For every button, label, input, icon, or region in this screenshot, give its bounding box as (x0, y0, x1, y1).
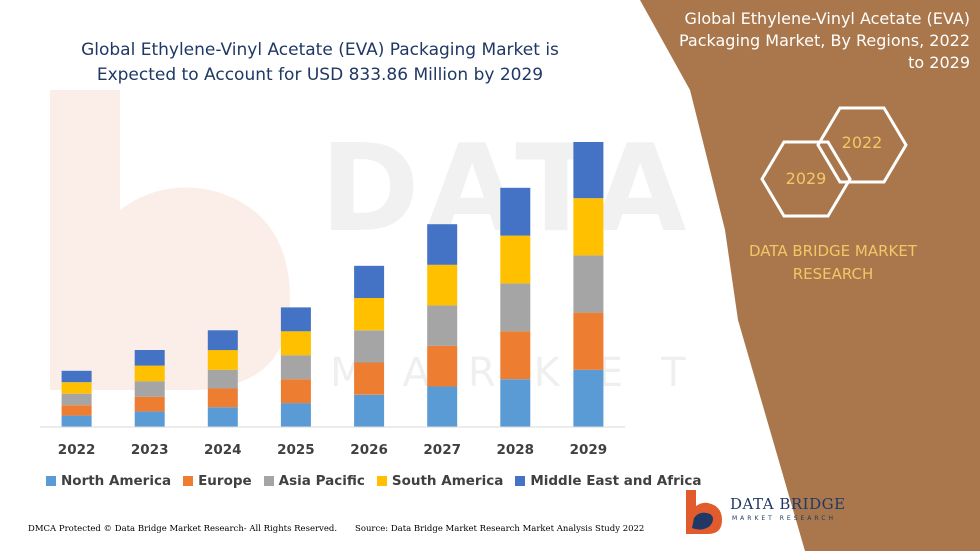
legend-label: Middle East and Africa (530, 473, 702, 489)
legend-item: Europe (183, 473, 252, 489)
x-tick-label: 2027 (423, 442, 461, 458)
x-tick-label: 2025 (277, 442, 315, 458)
chart-legend: North America Europe Asia Pacific South Ame… (46, 470, 702, 492)
bar-segment (354, 298, 385, 331)
logo-name: DATA BRIDGE (730, 495, 846, 513)
bar-segment (207, 350, 238, 370)
bar-segment (500, 331, 531, 380)
legend-swatch (515, 476, 526, 486)
bar-segment (427, 305, 458, 346)
bar-segment (573, 142, 604, 199)
bar-segment (573, 255, 604, 313)
logo-icon (686, 490, 722, 534)
bar-segment (134, 411, 165, 427)
legend-label: Europe (198, 473, 252, 489)
bar-segment (134, 396, 165, 412)
bar-segment (280, 355, 311, 380)
bar-segment (500, 235, 531, 284)
legend-item: South America (376, 473, 504, 489)
x-tick-label: 2023 (131, 442, 169, 458)
hexagon-2022 (816, 106, 908, 184)
bar-segment (61, 415, 92, 427)
copyright-notice: DMCA Protected © Data Bridge Market Rese… (28, 524, 338, 534)
bar-segment (280, 403, 311, 427)
bar-segment (134, 350, 165, 366)
bar-segment (427, 345, 458, 387)
bar-segment (207, 407, 238, 427)
bar-segment (573, 369, 604, 427)
bar-segment (427, 224, 458, 265)
x-tick-label: 2029 (570, 442, 608, 458)
x-tick-label: 2024 (204, 442, 242, 458)
brand-text: DATA BRIDGE MARKET RESEARCH (748, 242, 918, 283)
bar-segment (427, 386, 458, 427)
bar-segment (354, 265, 385, 298)
bar-segment (207, 330, 238, 351)
bar-segment (61, 405, 92, 416)
legend-label: North America (61, 473, 172, 489)
bar-segment (61, 382, 92, 394)
bar-segment (354, 330, 385, 363)
bar-segment (280, 307, 311, 332)
x-tick-label: 2028 (497, 442, 535, 458)
bar-segment (61, 393, 92, 406)
bar-segment (207, 369, 238, 389)
stacked-bar-chart: 2022 2023 2024 2025 2026 2027 2028 2029 (40, 142, 625, 458)
bar-segment (207, 388, 238, 408)
bar-segment (500, 283, 531, 332)
legend-item: North America (46, 473, 171, 489)
hex-label-2029: 2029 (785, 169, 827, 188)
x-tick-label: 2026 (350, 442, 388, 458)
bar-segment (573, 312, 604, 370)
bar-segment (280, 331, 311, 356)
legend-swatch (263, 476, 274, 486)
hexagon-2029 (760, 140, 852, 218)
logo-subtitle: MARKET RESEARCH (732, 515, 836, 522)
hex-label-2022: 2022 (841, 133, 883, 152)
source-note: Source: Data Bridge Market Research Mark… (355, 524, 645, 534)
legend-item: Asia Pacific (263, 473, 365, 489)
bar-segment (61, 370, 92, 383)
bar-segment (280, 379, 311, 404)
legend-item: Middle East and Africa (515, 473, 702, 489)
legend-swatch (376, 476, 387, 486)
legend-swatch (46, 476, 56, 486)
bar-segment (134, 365, 165, 382)
chart-title: Global Ethylene-Vinyl Acetate (EVA) Pack… (81, 40, 559, 85)
x-tick-label: 2022 (58, 442, 96, 458)
bar-segment (427, 264, 458, 306)
bar-segment (500, 187, 531, 236)
legend-label: Asia Pacific (278, 473, 365, 489)
bar-segment (573, 198, 604, 256)
side-panel-title: Global Ethylene-Vinyl Acetate (EVA) Pack… (678, 9, 970, 72)
legend-swatch (183, 476, 194, 486)
company-logo: DATA BRIDGE MARKET RESEARCH (680, 488, 850, 538)
bar-segment (354, 394, 385, 427)
legend-label: South America (391, 473, 504, 489)
bar-segment (134, 381, 165, 397)
bar-segment (500, 379, 531, 427)
watermark-logo (50, 90, 290, 390)
bar-segment (354, 362, 385, 395)
